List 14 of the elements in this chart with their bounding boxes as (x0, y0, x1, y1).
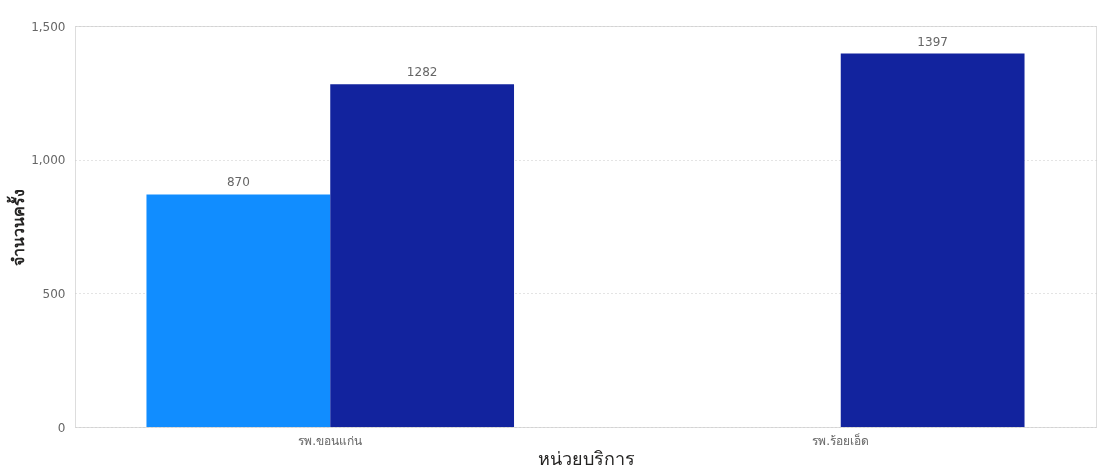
data-label: 1397 (917, 34, 948, 49)
bar (146, 194, 331, 427)
data-label: 1282 (406, 65, 438, 80)
x-tick-label: รพ.ขอนแก่น (298, 433, 363, 448)
y-tick-label: 1,000 (31, 153, 66, 168)
y-axis-title: จำนวนครั้ง (6, 188, 29, 266)
y-tick-label: 1,500 (31, 19, 66, 34)
bar (330, 84, 515, 427)
bar (840, 53, 1025, 427)
data-label: 870 (226, 175, 250, 190)
y-tick-label: 0 (57, 420, 66, 435)
x-axis-title: หน่วยบริการ (537, 447, 635, 469)
x-tick-label: รพ.ร้อยเอ็ด (812, 432, 870, 448)
y-tick-label: 500 (42, 286, 66, 301)
